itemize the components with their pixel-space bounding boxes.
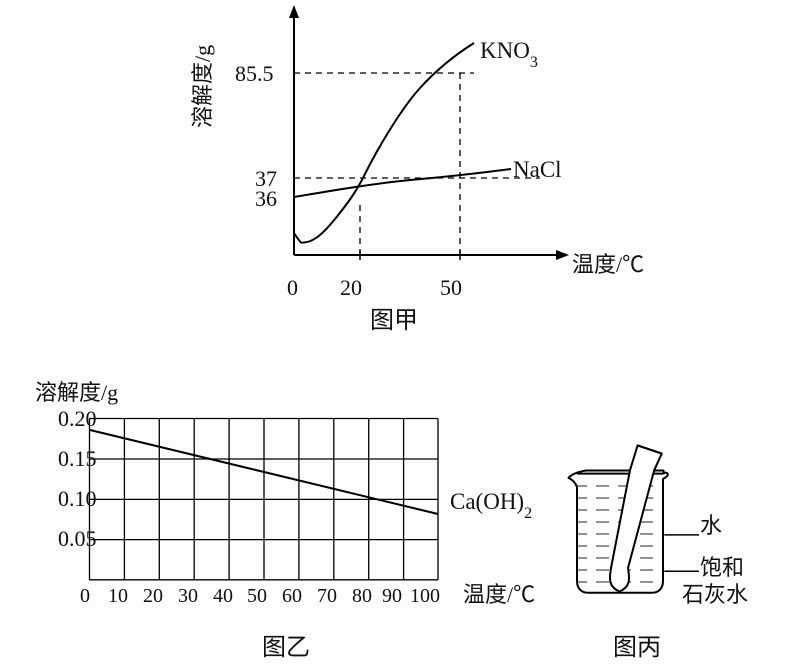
svg-text:30: 30 (178, 585, 198, 607)
svg-text:50: 50 (440, 275, 462, 300)
svg-text:溶解度/g: 溶解度/g (190, 45, 215, 128)
svg-text:0.05: 0.05 (58, 526, 97, 551)
svg-text:KNO3: KNO3 (480, 38, 538, 71)
svg-text:40: 40 (213, 585, 233, 607)
svg-text:图甲: 图甲 (370, 308, 418, 334)
svg-text:0.20: 0.20 (58, 406, 97, 431)
svg-text:图乙: 图乙 (262, 635, 310, 661)
svg-text:20: 20 (340, 275, 362, 300)
svg-text:NaCl: NaCl (513, 157, 562, 182)
svg-text:温度/℃: 温度/℃ (572, 252, 644, 277)
svg-text:0.10: 0.10 (58, 486, 97, 511)
svg-text:90: 90 (382, 585, 402, 607)
svg-text:60: 60 (282, 585, 302, 607)
svg-text:石灰水: 石灰水 (682, 582, 748, 607)
svg-text:70: 70 (317, 585, 337, 607)
svg-text:溶解度/g: 溶解度/g (35, 380, 118, 405)
svg-text:50: 50 (247, 585, 267, 607)
svg-text:图丙: 图丙 (613, 635, 661, 661)
svg-text:0: 0 (287, 275, 298, 300)
svg-text:85.5: 85.5 (235, 61, 274, 86)
svg-text:20: 20 (143, 585, 163, 607)
svg-text:水: 水 (700, 513, 722, 538)
svg-text:0.15: 0.15 (58, 446, 97, 471)
svg-text:饱和: 饱和 (700, 555, 744, 580)
svg-text:80: 80 (352, 585, 372, 607)
svg-text:0: 0 (80, 585, 90, 607)
svg-text:10: 10 (108, 585, 128, 607)
svg-text:Ca(OH)2: Ca(OH)2 (450, 489, 532, 522)
svg-text:温度/℃: 温度/℃ (463, 582, 535, 607)
svg-text:100: 100 (410, 585, 440, 607)
svg-text:36: 36 (255, 186, 277, 211)
